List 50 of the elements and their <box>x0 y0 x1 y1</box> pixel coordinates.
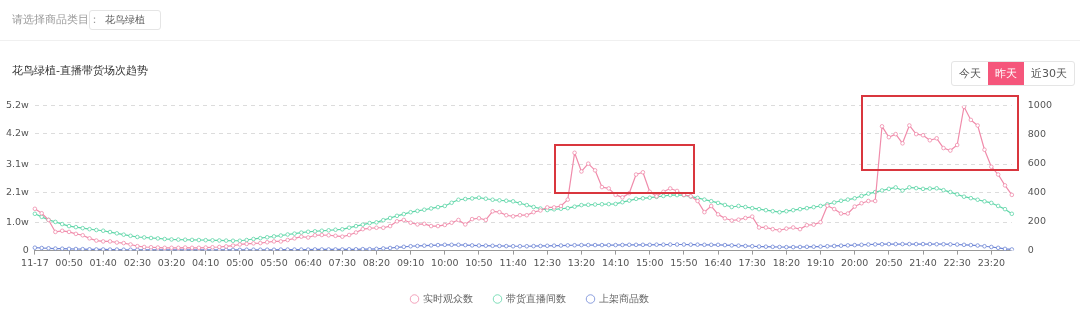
x-tick-label: 02:30 <box>123 256 152 268</box>
chart-title: 花鸟绿植-直播带货场次趋势 <box>12 63 148 78</box>
y2-tick-label: 0 <box>1027 244 1034 256</box>
x-tick-label: 20:00 <box>841 256 869 268</box>
x-tick-label: 00:50 <box>55 256 83 268</box>
x-tick-label: 15:00 <box>636 256 664 268</box>
text: 近30天 <box>1030 66 1068 82</box>
y2-tick-label: 200 <box>1027 215 1046 227</box>
x-tick-label: 12:30 <box>533 256 561 268</box>
x-tick-label: 01:40 <box>89 256 117 268</box>
x-tick-label: 23:20 <box>977 256 1006 268</box>
legend-label: 实时观众数 <box>422 292 473 304</box>
x-tick-label: 08:20 <box>362 256 391 268</box>
x-tick-label: 21:40 <box>909 256 937 268</box>
text: 请选择商品类目： <box>12 12 100 27</box>
x-tick-label: 13:20 <box>567 256 596 268</box>
x-tick-label: 17:30 <box>738 256 766 268</box>
y2-tick-label: 400 <box>1027 186 1046 198</box>
x-tick-label: 10:50 <box>465 256 493 268</box>
x-tick-label: 11:40 <box>499 256 527 268</box>
y-tick-label: 2.1w <box>5 185 30 197</box>
y-tick-label: 3.1w <box>5 157 30 169</box>
x-tick-label: 15:50 <box>670 256 698 268</box>
text: 花鸟绿植 <box>105 14 145 25</box>
x-tick-label: 18:20 <box>772 256 801 268</box>
x-tick-label: 09:10 <box>396 256 425 268</box>
legend-label: 上架商品数 <box>598 292 649 304</box>
y-tick-label: 0 <box>22 244 29 256</box>
x-tick-label: 03:20 <box>157 256 186 268</box>
x-tick-label: 22:30 <box>943 256 971 268</box>
x-tick-label: 05:00 <box>226 256 254 268</box>
x-tick-label: 20:50 <box>875 256 903 268</box>
x-tick-label: 06:40 <box>294 256 322 268</box>
y-tick-label: 5.2w <box>5 99 30 111</box>
x-tick-label: 11-17 <box>21 256 49 268</box>
x-tick-label: 14:10 <box>601 256 630 268</box>
x-tick-label: 16:40 <box>704 256 732 268</box>
text: 昨天 <box>988 62 1024 85</box>
y2-tick-label: 600 <box>1027 157 1046 169</box>
x-tick-label: 04:10 <box>191 256 220 268</box>
x-tick-label: 05:50 <box>260 256 288 268</box>
y-tick-label: 4.2w <box>5 127 30 139</box>
y2-tick-label: 800 <box>1027 128 1046 140</box>
legend-label: 带货直播间数 <box>505 292 566 304</box>
y-tick-label: 1.0w <box>5 216 30 228</box>
text: 今天 <box>958 66 982 82</box>
x-tick-label: 10:00 <box>431 256 459 268</box>
y2-tick-label: 1000 <box>1027 99 1053 111</box>
x-tick-label: 07:30 <box>328 256 356 268</box>
x-tick-label: 19:10 <box>806 256 835 268</box>
